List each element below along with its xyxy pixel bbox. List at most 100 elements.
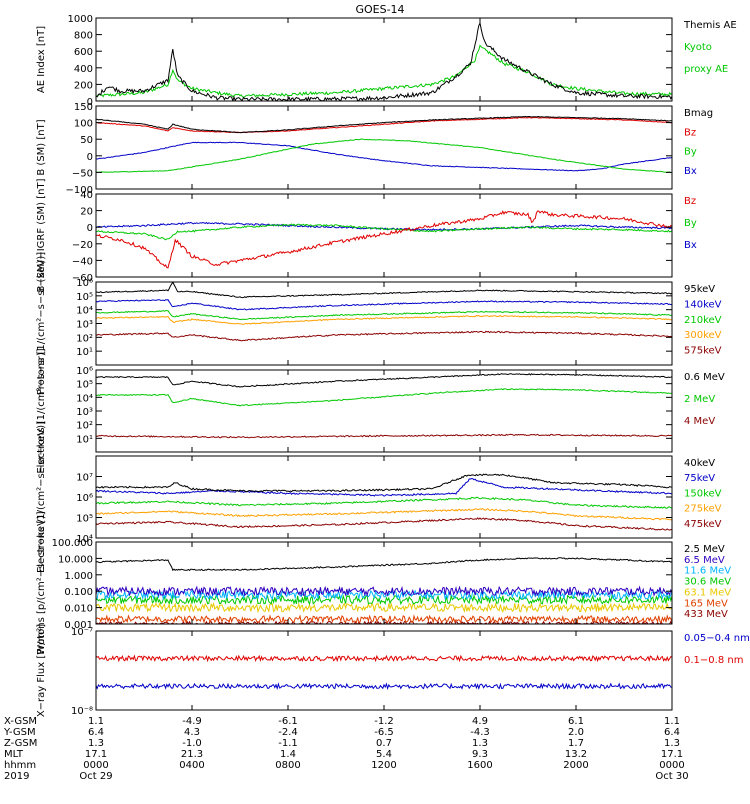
y-tick-label: 10⁶: [76, 366, 93, 377]
legend-label: 300keV: [684, 330, 722, 341]
legend-label: proxy AE: [684, 64, 728, 75]
y-tick-label: 10¹: [76, 347, 93, 358]
ephemeris-value: 1.1: [664, 716, 680, 727]
y-tick-label: 10⁴: [76, 393, 93, 404]
series-protons-kev-2: [96, 309, 672, 321]
y-tick-label: 40: [80, 190, 93, 201]
legend-label: 0.6 MeV: [684, 372, 725, 383]
y-tick-label: 1.000: [64, 571, 93, 582]
y-tick-label: 200: [74, 80, 93, 91]
series-bsm-1: [96, 138, 672, 174]
y-tick-label: 10⁻⁸: [71, 706, 93, 717]
panel-protons-kev: 10¹ 10² 10³ 10⁴ 10⁵ 10⁶ Protons [1/(cm²−s−sr−k…: [36, 252, 722, 395]
y-tick-label: −60: [72, 273, 93, 284]
y-tick-label: 0.001: [64, 620, 93, 631]
ephemeris-value: Oct 29: [79, 771, 112, 782]
ephemeris-value: 17.1: [85, 749, 107, 760]
series-electrons-mev-0: [96, 433, 672, 439]
ephemeris-table: X-GSM 1.1 -4.9 -6.1 -1.2 4.9 6.1 1.1 Y-GSM 6.4 4.3…: [3, 716, 689, 782]
legend-label: 6.5 MeV: [684, 555, 725, 566]
ephemeris-row-label: MLT: [4, 749, 24, 760]
series-electrons-kev-2: [96, 496, 672, 509]
series-bsm-2: [96, 116, 672, 134]
legend-label: By: [684, 147, 697, 158]
ephemeris-value: 13.2: [565, 749, 587, 760]
panel-bsm: −100 −50 0 50 100 150 B (SM) [nT] Bmag Bz By Bx: [36, 102, 713, 196]
panel-electrons-mev: 10¹ 10² 10³ 10⁴ 10⁵ 10⁶ Electrons [1/(cm²−s−sr…: [36, 348, 725, 473]
y-axis-label: B (SM)−IGRF (SM) [nT]: [36, 178, 47, 292]
legend-label: By: [684, 218, 697, 229]
series-protons-kev-3: [96, 299, 672, 311]
ephemeris-value: 0800: [275, 760, 300, 771]
legend-label: Kyoto: [684, 42, 712, 53]
series-bsm-3: [96, 115, 672, 134]
legend-label: 11.6 MeV: [684, 566, 731, 577]
ephemeris-value: 1600: [467, 760, 492, 771]
legend-label: 150keV: [684, 488, 722, 499]
series-xray-0: [96, 654, 672, 663]
y-tick-label: −50: [72, 168, 93, 179]
legend-label: Bz: [684, 196, 696, 207]
ephemeris-value: 0.7: [376, 738, 392, 749]
ephemeris-value: 0000: [83, 760, 108, 771]
series-bsm-0: [96, 141, 672, 172]
panel-ae: 0 200 400 600 800 1000 AE Index [nT] Themis AE K…: [36, 14, 737, 108]
panel-frame: [95, 193, 673, 278]
y-tick-label: 10⁷: [76, 473, 93, 484]
ephemeris-value: 17.1: [661, 749, 683, 760]
legend-label: Bmag: [684, 108, 713, 119]
ephemeris-value: 5.4: [376, 749, 392, 760]
series-xray-1: [96, 682, 672, 691]
ephemeris-value: 6.4: [88, 727, 104, 738]
y-tick-label: 20: [80, 207, 93, 218]
legend-label: 4 MeV: [684, 416, 715, 427]
ephemeris-value: -2.4: [278, 727, 298, 738]
y-tick-label: −100: [66, 185, 93, 196]
legend-label: Bx: [684, 240, 697, 251]
y-axis-label: Protons [1/(cm²−s−sr−keV)]: [36, 252, 47, 395]
y-tick-label: 10⁻⁷: [71, 627, 93, 638]
series-protons-kev-4: [96, 282, 672, 299]
legend-label: 210keV: [684, 315, 722, 326]
series-protons-mev-5: [96, 585, 672, 598]
ephemeris-value: Oct 30: [655, 771, 688, 782]
ephemeris-value: -6.1: [278, 716, 298, 727]
y-axis-label: X−ray Flux [W/m²]: [36, 624, 47, 717]
y-tick-label: 0: [87, 152, 93, 163]
panel-xray: 10⁻⁸ 10⁻⁷ X−ray Flux [W/m²] 0.05−0.4 nm 0.1−…: [36, 624, 750, 717]
y-tick-label: 10³: [76, 320, 93, 331]
series-protons-kev-0: [96, 330, 672, 342]
y-tick-label: 10⁵: [76, 292, 93, 303]
legend-label: 475keV: [684, 519, 722, 530]
ephemeris-value: 2.0: [568, 727, 584, 738]
y-tick-label: 10¹: [76, 434, 93, 445]
ephemeris-value: -1.0: [182, 738, 202, 749]
legend-label: 40keV: [684, 458, 715, 469]
series-bigrf-2: [96, 210, 672, 269]
y-axis-label: Electrons [1/(cm²−s−sr−keV)]: [36, 421, 47, 573]
series-ae-0: [96, 44, 672, 99]
ephemeris-value: 1.3: [472, 738, 488, 749]
y-axis-label: AE Index [nT]: [36, 26, 47, 93]
ephemeris-row-label: hhmm: [4, 760, 36, 771]
y-tick-label: 100.000: [52, 538, 93, 549]
legend-label: Bx: [684, 166, 697, 177]
y-tick-label: 0: [87, 97, 93, 108]
y-tick-label: −40: [72, 256, 93, 267]
legend-label: 95keV: [684, 284, 715, 295]
y-tick-label: 800: [74, 31, 93, 42]
series-electrons-kev-4: [96, 473, 672, 493]
ephemeris-row-label: Y-GSM: [3, 727, 36, 738]
y-tick-label: 10⁶: [76, 278, 93, 289]
ephemeris-value: 1.3: [88, 738, 104, 749]
ephemeris-value: 6.1: [568, 716, 584, 727]
series-protons-mev-2: [96, 601, 672, 614]
ephemeris-value: 9.3: [472, 749, 488, 760]
y-tick-label: 50: [80, 135, 93, 146]
panel-frame: [95, 630, 673, 711]
legend-label: 275keV: [684, 504, 722, 515]
ephemeris-value: -4.3: [470, 727, 490, 738]
series-electrons-kev-0: [96, 517, 672, 531]
y-axis-label: B (SM) [nT]: [36, 119, 47, 175]
y-tick-label: −20: [72, 240, 93, 251]
